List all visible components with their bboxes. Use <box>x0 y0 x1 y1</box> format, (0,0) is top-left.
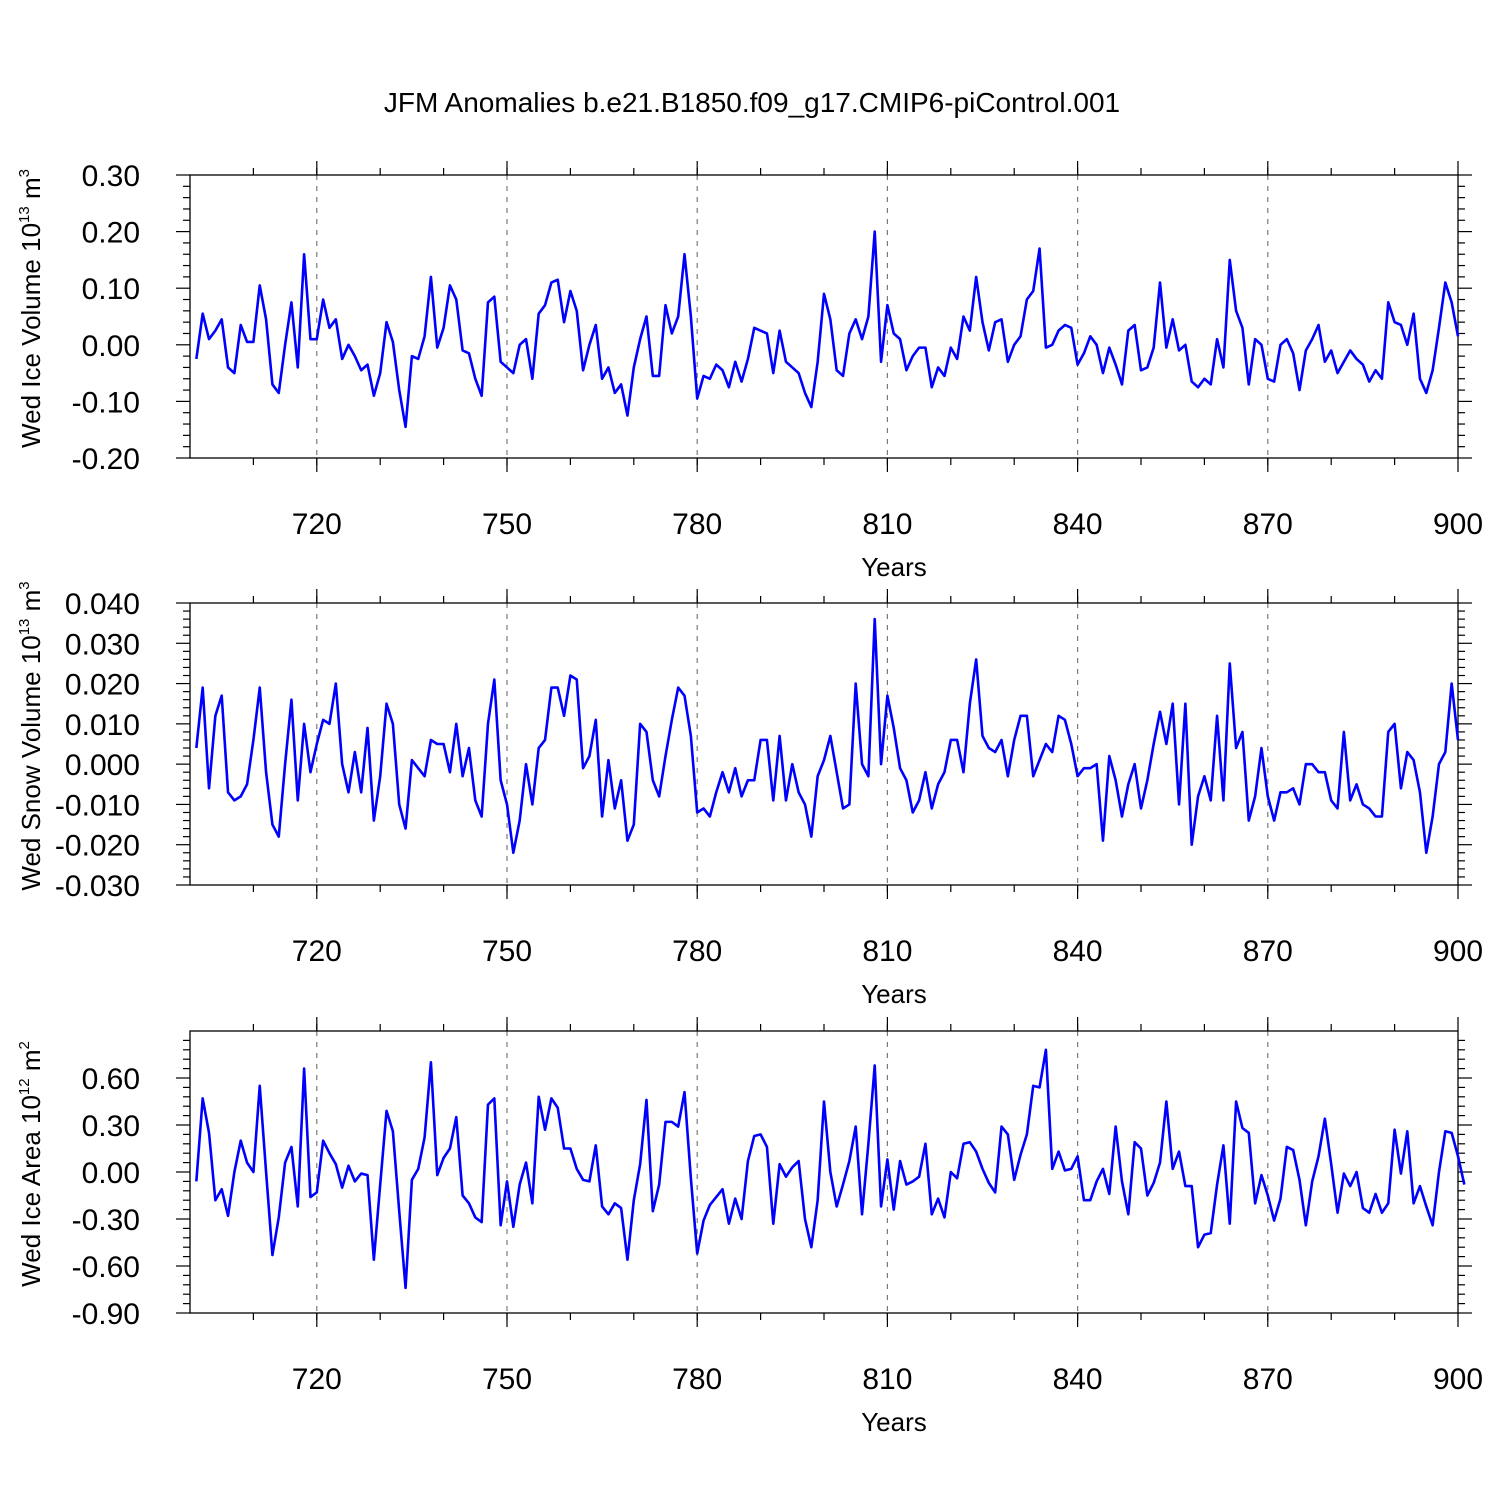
x-tick-label: 810 <box>862 935 912 968</box>
x-tick-label: 780 <box>672 935 722 968</box>
panel-ice-area: 720 750 780 810 840 870 900 -0.90 -0.60 -0.30 0.00… <box>16 1017 1483 1437</box>
y-tick-label: -0.010 <box>55 789 140 822</box>
x-tick-label: 720 <box>292 1363 342 1396</box>
panel-2-series-line <box>195 1048 1466 1290</box>
y-axis-title-main: Wed Snow Volume 10 <box>16 635 46 890</box>
y-tick-label: 0.00 <box>82 330 140 363</box>
x-tick-label: 750 <box>482 508 532 541</box>
y-axis-title: Wed Ice Volume 1013 m3 <box>16 169 46 448</box>
y-tick-label: -0.030 <box>55 870 140 903</box>
panel-0-frame <box>189 174 1459 459</box>
x-tick-label: 840 <box>1053 1363 1103 1396</box>
y-tick-label: -0.10 <box>72 386 140 419</box>
x-tick-label: 750 <box>482 1363 532 1396</box>
y-axis-title-unit: m <box>16 1050 46 1079</box>
x-tick-label: 780 <box>672 1363 722 1396</box>
x-tick-label: 810 <box>862 1363 912 1396</box>
x-tick-label: 900 <box>1433 935 1483 968</box>
x-axis-title: Years <box>861 552 927 582</box>
y-axis-title-unit-exponent: 3 <box>16 169 33 177</box>
panel-snow-volume: 720 750 780 810 840 870 900 -0.030 -0.020 -0.010 0… <box>16 581 1483 1009</box>
x-tick-label: 750 <box>482 935 532 968</box>
x-tick-label: 900 <box>1433 508 1483 541</box>
x-tick-label: 720 <box>292 508 342 541</box>
y-axis-title-exponent: 12 <box>16 1078 33 1095</box>
y-axis-title: Wed Snow Volume 1013 m3 <box>16 581 46 890</box>
y-tick-label: 0.60 <box>82 1063 140 1096</box>
x-tick-label: 840 <box>1053 508 1103 541</box>
y-tick-label: 0.030 <box>65 628 140 661</box>
y-axis-title-unit-exponent: 3 <box>16 581 33 589</box>
x-tick-label: 780 <box>672 508 722 541</box>
y-tick-label: 0.30 <box>82 1110 140 1143</box>
figure-title: JFM Anomalies b.e21.B1850.f09_g17.CMIP6-… <box>384 87 1120 118</box>
y-axis-title-main: Wed Ice Area 10 <box>16 1095 46 1287</box>
y-tick-label: 0.30 <box>82 160 140 193</box>
panel-ice-volume: 720 750 780 810 840 870 900 -0.20 -0.10 0.00 0.10 0… <box>16 160 1483 582</box>
y-axis-title-exponent: 13 <box>16 206 33 223</box>
y-tick-label: 0.010 <box>65 709 140 742</box>
y-tick-label: -0.30 <box>72 1204 140 1237</box>
y-axis-title-unit-exponent: 2 <box>16 1041 33 1049</box>
panel-1-series-line <box>195 617 1460 855</box>
y-tick-label: -0.60 <box>72 1251 140 1284</box>
y-tick-label: -0.90 <box>72 1298 140 1331</box>
panel-0-series-line <box>195 230 1460 429</box>
y-tick-label: 0.000 <box>65 749 140 782</box>
x-tick-label: 810 <box>862 508 912 541</box>
y-tick-label: 0.020 <box>65 669 140 702</box>
y-tick-label: -0.020 <box>55 830 140 863</box>
x-tick-label: 870 <box>1243 935 1293 968</box>
panel-1-frame <box>189 602 1459 886</box>
y-axis-title-main: Wed Ice Volume 10 <box>16 223 46 448</box>
x-axis-title: Years <box>861 979 927 1009</box>
y-tick-label: 0.00 <box>82 1157 140 1190</box>
y-tick-label: 0.040 <box>65 588 140 621</box>
x-tick-label: 870 <box>1243 1363 1293 1396</box>
y-tick-label: 0.20 <box>82 217 140 250</box>
y-axis-title: Wed Ice Area 1012 m2 <box>16 1041 46 1287</box>
x-tick-label: 900 <box>1433 1363 1483 1396</box>
x-tick-label: 870 <box>1243 508 1293 541</box>
y-axis-title-unit: m <box>16 177 46 206</box>
y-axis-title-unit: m <box>16 590 46 619</box>
y-axis-title-exponent: 13 <box>16 619 33 636</box>
y-tick-label: 0.10 <box>82 273 140 306</box>
x-axis-title: Years <box>861 1407 927 1437</box>
x-tick-label: 720 <box>292 935 342 968</box>
x-tick-label: 840 <box>1053 935 1103 968</box>
y-tick-label: -0.20 <box>72 443 140 476</box>
